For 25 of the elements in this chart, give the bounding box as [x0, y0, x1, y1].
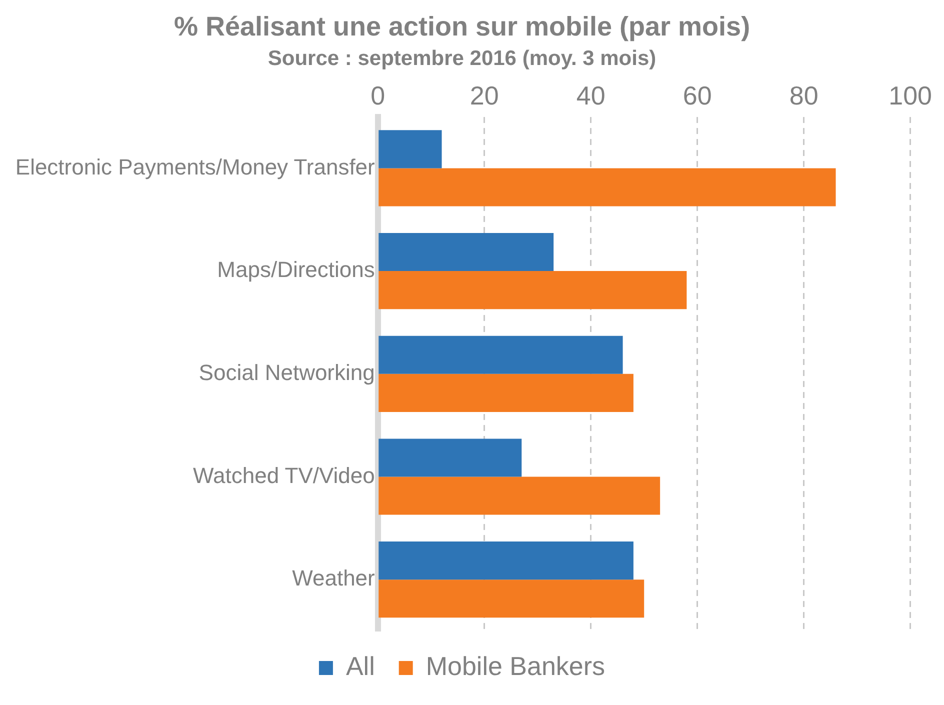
bar: [378, 542, 634, 580]
legend-label: All: [346, 651, 375, 682]
bar: [378, 580, 644, 618]
bar: [378, 476, 660, 515]
legend-label: Mobile Bankers: [426, 651, 606, 682]
y-tick-label: Maps/Directions: [217, 257, 375, 282]
y-tick-label: Weather: [292, 566, 375, 591]
bar: [378, 168, 836, 206]
x-tick-label: 20: [470, 80, 499, 110]
bar: [378, 233, 554, 272]
x-tick-label: 60: [682, 80, 712, 110]
bar: [378, 130, 442, 168]
chart-subtitle: Source : septembre 2016 (moy. 3 mois): [268, 46, 656, 70]
chart-title: % Réalisant une action sur mobile (par mois): [174, 12, 750, 42]
bar: [378, 271, 687, 310]
bar: [378, 438, 522, 477]
x-tick-label: 0: [370, 80, 386, 110]
x-tick-label: 80: [789, 80, 818, 110]
y-tick-label: Electronic Payments/Money Transfer: [15, 154, 375, 180]
bar: [378, 374, 634, 412]
bar: [378, 336, 623, 374]
x-tick-label: 40: [576, 80, 606, 110]
y-tick-label: Watched TV/Video: [193, 462, 375, 488]
x-tick-label: 100: [888, 80, 932, 110]
y-tick-label: Social Networking: [198, 360, 375, 385]
